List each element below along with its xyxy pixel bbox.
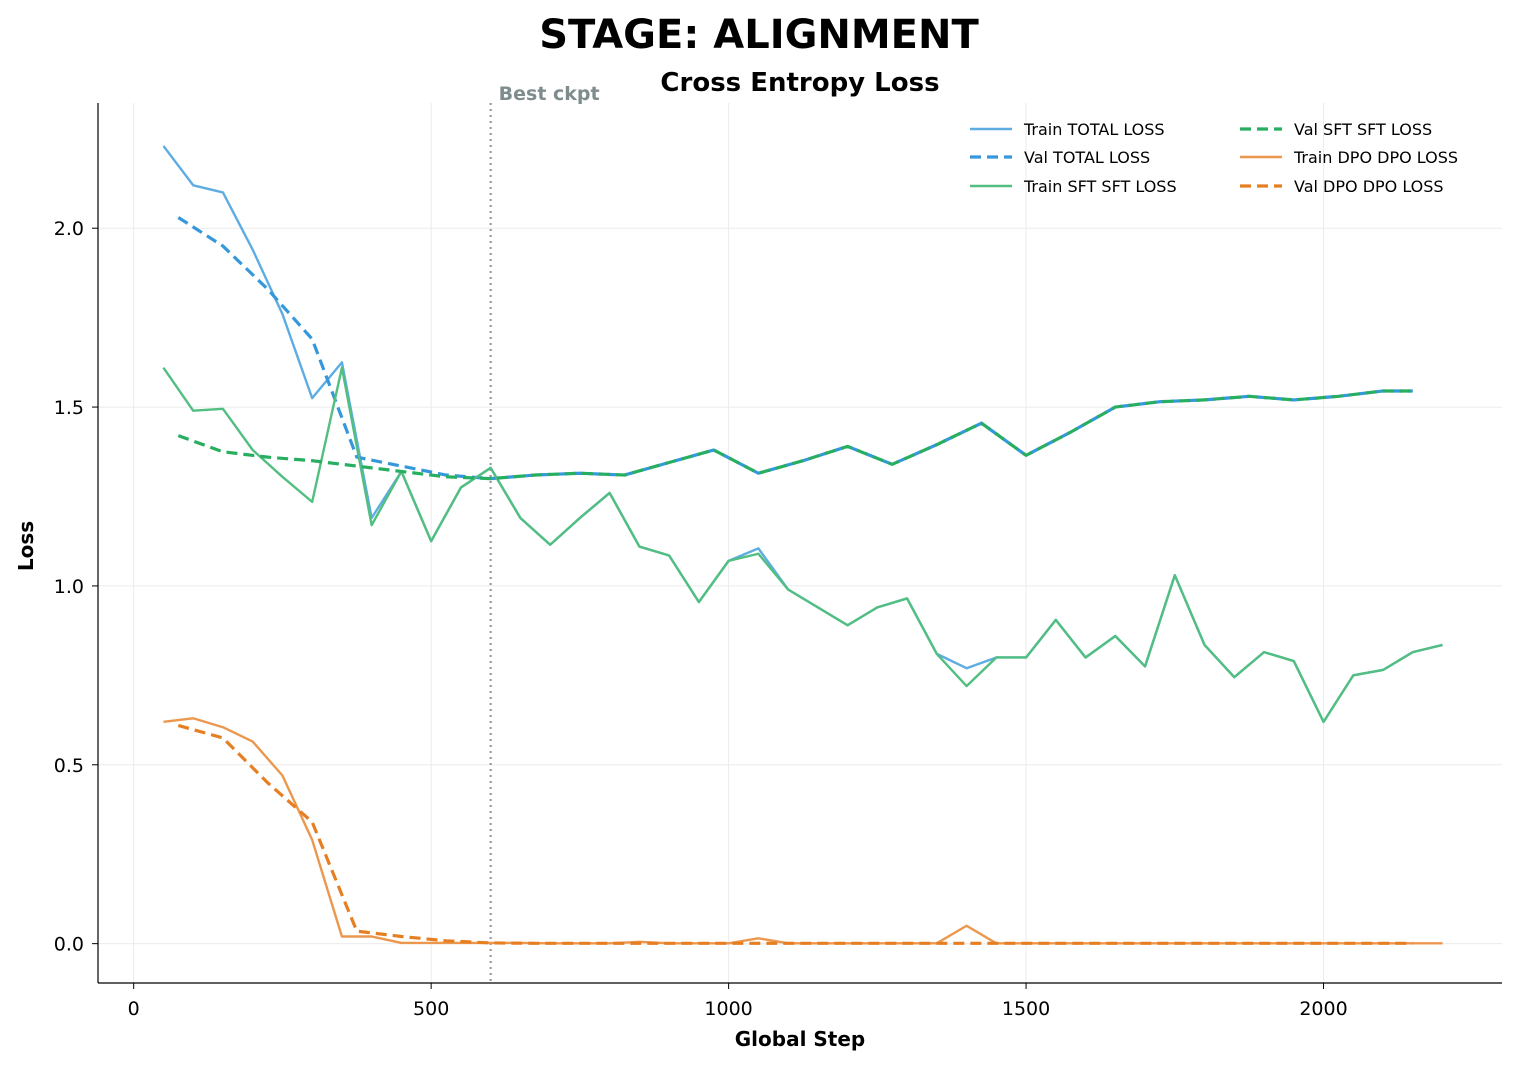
x-tick-label: 0 [128,998,140,1020]
x-tick-label: 1500 [1002,998,1050,1020]
y-ticks: 0.0 0.5 1.0 1.5 2.0 [54,218,98,956]
axes [97,103,1502,984]
x-tick-label: 500 [413,998,449,1020]
x-ticks: 0 500 1000 1500 2000 [128,983,1348,1020]
series-group [162,145,1443,945]
chart-title: Cross Entropy Loss [660,68,939,98]
legend-label: Val DPO DPO LOSS [1294,177,1444,196]
y-tick-label: 0.5 [54,755,84,777]
series-line-val-sft-sft-loss [177,389,1413,481]
best-ckpt-label: Best ckpt [499,83,600,105]
figure-suptitle: STAGE: ALIGNMENT [539,12,979,58]
legend-label: Train DPO DPO LOSS [1293,148,1458,167]
x-tick-label: 1000 [704,998,752,1020]
legend-label: Val TOTAL LOSS [1024,148,1150,167]
y-axis-label: Loss [14,521,38,571]
legend-label: Train TOTAL LOSS [1023,120,1165,139]
x-tick-label: 2000 [1299,998,1347,1020]
series-line-train-dpo-dpo-loss [163,717,1443,945]
y-tick-label: 1.5 [54,397,84,419]
series-line-val-dpo-dpo-loss [177,723,1413,945]
legend-label: Train SFT SFT LOSS [1023,177,1177,196]
series-line-val-total-loss [177,216,1413,481]
series-line-train-sft-sft-loss [162,366,1443,724]
legend: Train TOTAL LOSS Val TOTAL LOSS Train SFT … [970,120,1458,196]
x-axis-label: Global Step [735,1027,866,1051]
y-tick-label: 2.0 [54,218,84,240]
annotations: Best ckpt [489,83,600,983]
legend-label: Val SFT SFT LOSS [1294,120,1432,139]
y-tick-label: 1.0 [54,576,84,598]
grid [98,103,1502,983]
y-tick-label: 0.0 [54,934,84,956]
